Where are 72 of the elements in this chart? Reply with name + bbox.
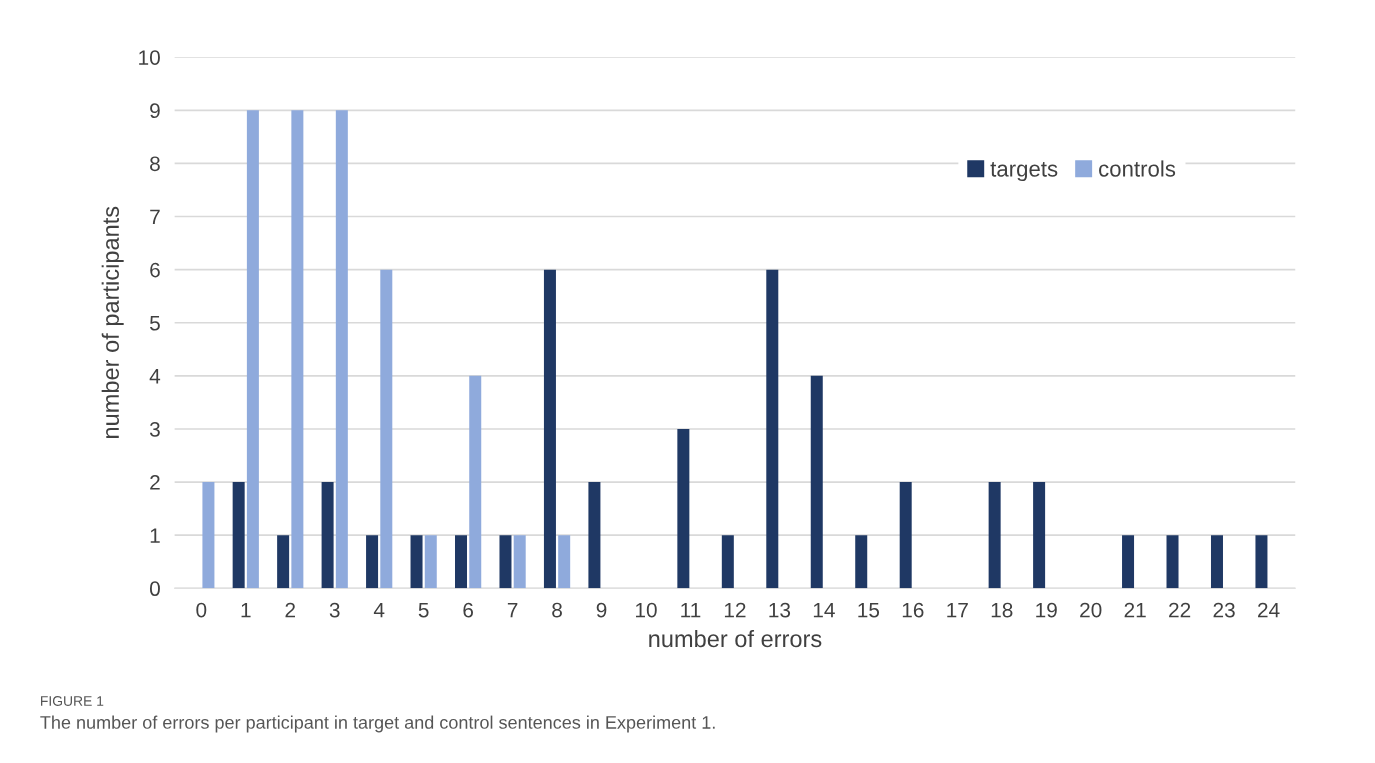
x-tick-label: 5 (418, 602, 429, 618)
y-tick-label: 7 (150, 209, 160, 225)
bar (202, 482, 215, 589)
x-tick-label: 15 (858, 602, 880, 618)
y-tick-label: 9 (150, 103, 160, 119)
x-tick-label: 13 (769, 602, 791, 618)
bar (380, 269, 393, 589)
bar (1122, 535, 1135, 589)
bar (721, 535, 734, 589)
x-tick-label: 1 (241, 602, 251, 618)
x-tick-label: 24 (1258, 602, 1280, 618)
x-tick-label: 22 (1169, 602, 1191, 618)
bar (366, 535, 379, 589)
bar (1210, 535, 1223, 589)
x-tick-label: 16 (902, 602, 924, 618)
bar (321, 482, 334, 589)
bar (246, 110, 259, 589)
x-tick-label: 11 (681, 602, 701, 618)
x-tick-label: 0 (196, 602, 207, 618)
x-tick-label: 18 (991, 602, 1013, 618)
bar (499, 535, 512, 589)
text: The number of errors per participant in target and control sentences in Experiment 1. (40, 715, 715, 733)
y-tick-label: 10 (139, 50, 160, 65)
bar (899, 482, 912, 589)
x-axis-title: number of errors (649, 629, 822, 648)
bar (988, 482, 1001, 589)
bar (424, 535, 437, 589)
x-tick-label: 10 (636, 602, 657, 618)
x-tick-label: 21 (1124, 602, 1146, 618)
x-tick-label: 4 (373, 602, 385, 618)
bar (1166, 535, 1179, 589)
y-tick-label: 0 (149, 581, 160, 597)
x-tick-label: 14 (813, 602, 835, 618)
y-tick-label: 5 (149, 315, 160, 331)
bar (588, 482, 601, 589)
y-tick-label: 6 (150, 262, 160, 278)
x-tick-label: 7 (507, 602, 518, 618)
bar (410, 535, 423, 589)
bar (1255, 535, 1268, 589)
bar (455, 535, 468, 589)
y-tick-label: 8 (150, 156, 160, 172)
bar (513, 535, 526, 589)
bar (810, 375, 823, 589)
bar (291, 110, 304, 589)
y-axis-title: number of participants (101, 206, 124, 438)
bar (766, 269, 779, 589)
y-tick-label: 3 (149, 421, 160, 437)
bar (335, 110, 348, 589)
x-tick-label: 9 (596, 602, 607, 618)
x-tick-label: 2 (285, 602, 295, 618)
bar (469, 375, 482, 589)
x-tick-label: 23 (1213, 602, 1235, 618)
bar (855, 535, 868, 589)
bar (1033, 482, 1046, 589)
bar (677, 428, 690, 589)
bar (543, 269, 556, 589)
legend-label: controls (1099, 160, 1176, 177)
y-tick-label: 1 (150, 528, 160, 543)
x-tick-label: 8 (552, 602, 562, 618)
caption: FIGURE 1 (41, 696, 104, 706)
x-tick-label: 17 (947, 602, 968, 618)
legend-label: targets (990, 162, 1058, 182)
x-tick-label: 20 (1080, 602, 1102, 618)
bar (232, 482, 245, 589)
x-tick-label: 3 (329, 602, 340, 618)
y-tick-label: 2 (150, 475, 160, 490)
x-tick-label: 12 (724, 602, 746, 618)
x-tick-label: 19 (1036, 602, 1057, 618)
bar (558, 535, 571, 589)
bar (277, 535, 290, 589)
x-tick-label: 6 (463, 602, 473, 618)
y-tick-label: 4 (149, 369, 161, 384)
